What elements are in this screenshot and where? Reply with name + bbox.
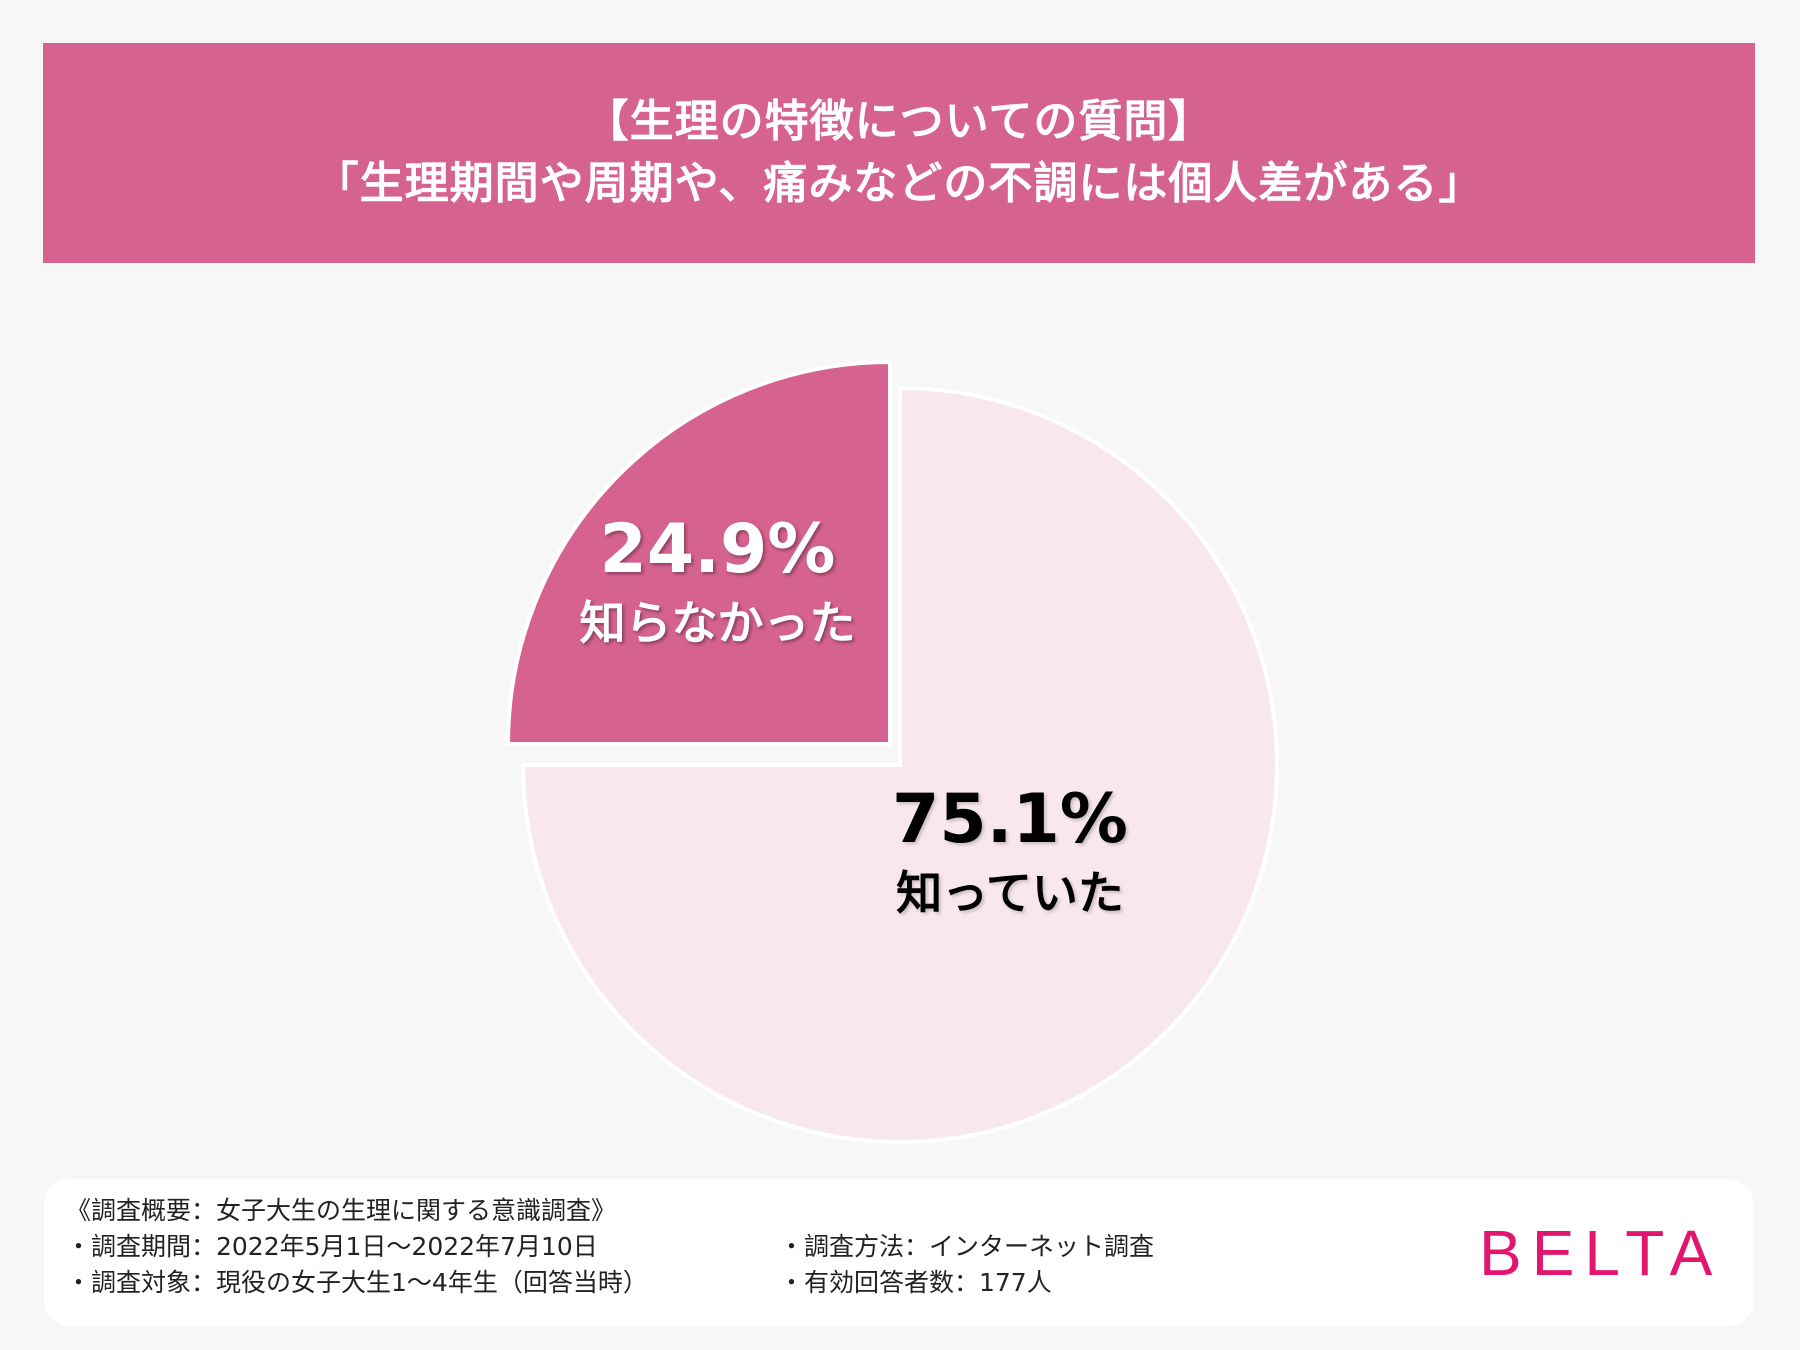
chart-title-banner: 【生理の特徴についての質問】 「生理期間や周期や、痛みなどの不調には個人差がある… xyxy=(43,43,1755,263)
pie-slice-knew xyxy=(520,385,1279,1144)
slice-label-did-not-know: 24.9% 知らなかった xyxy=(545,510,890,656)
title-line-2: 「生理期間や周期や、痛みなどの不調には個人差がある」 xyxy=(314,158,1484,209)
survey-target: ・調査対象：現役の女子大生1～4年生（回答当時） xyxy=(66,1268,648,1297)
survey-method: ・調査方法：インターネット調査 xyxy=(779,1232,1155,1261)
survey-summary-card: 《調査概要：女子大生の生理に関する意識調査》 ・調査期間：2022年5月1日～2… xyxy=(44,1179,1754,1326)
slice-percent: 24.9% xyxy=(599,510,836,589)
slice-category: 知っていた xyxy=(896,866,1124,920)
survey-period: ・調査期間：2022年5月1日～2022年7月10日 xyxy=(66,1232,598,1261)
belta-logo: BELTA xyxy=(1479,1217,1723,1289)
title-line-1: 【生理の特徴についての質問】 xyxy=(584,96,1214,147)
survey-title: 《調査概要：女子大生の生理に関する意識調査》 xyxy=(66,1196,617,1225)
slice-label-knew: 75.1% 知っていた xyxy=(860,780,1160,926)
pie-slice-did-not-know xyxy=(506,360,892,746)
slice-category: 知らなかった xyxy=(579,596,856,650)
survey-respondents: ・有効回答者数：177人 xyxy=(779,1268,1052,1297)
slice-percent: 75.1% xyxy=(892,780,1128,859)
